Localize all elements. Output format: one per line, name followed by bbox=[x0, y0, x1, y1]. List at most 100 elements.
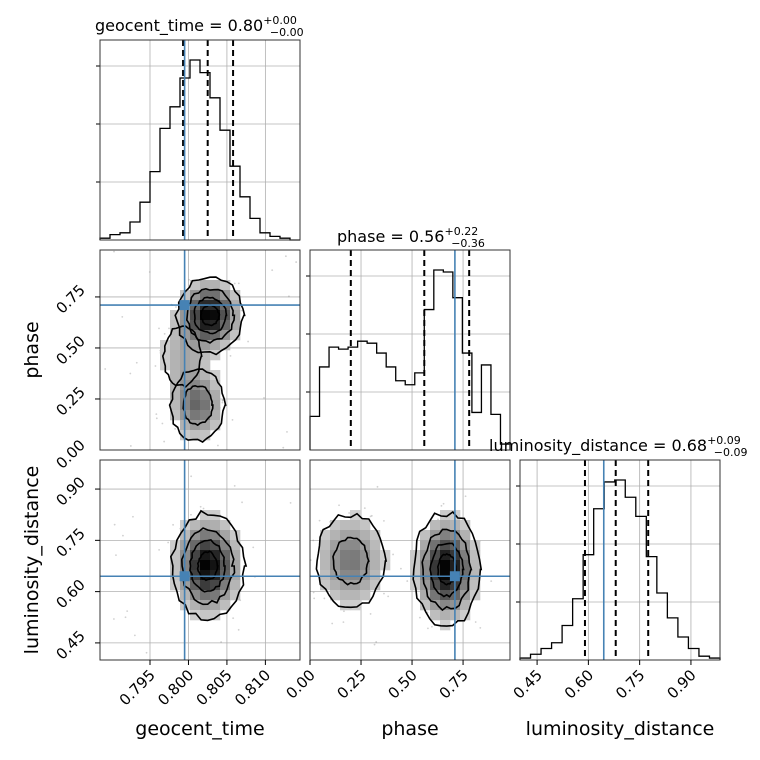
density-cell bbox=[360, 580, 371, 591]
xlabel-luminosity-distance: luminosity_distance bbox=[526, 718, 715, 740]
density-cell bbox=[170, 570, 181, 581]
xlabel-phase: phase bbox=[381, 718, 438, 740]
sample-point bbox=[400, 567, 402, 570]
sample-point bbox=[233, 282, 236, 285]
density-cell bbox=[440, 620, 451, 631]
density-cell bbox=[210, 370, 221, 381]
density-cell bbox=[350, 540, 361, 551]
contour-line bbox=[193, 296, 228, 335]
density-cell bbox=[330, 520, 341, 531]
y-tick-label: 0.25 bbox=[52, 383, 88, 419]
sample-point bbox=[284, 255, 287, 258]
density-cell bbox=[230, 590, 241, 601]
density-cell bbox=[210, 340, 221, 351]
density-cell bbox=[170, 390, 181, 401]
density-cell bbox=[210, 290, 221, 301]
density-cell bbox=[190, 520, 201, 531]
density-cell bbox=[200, 390, 211, 401]
density-geocent-time-vs-luminosity-distance bbox=[100, 460, 300, 660]
density-cell bbox=[460, 550, 471, 561]
density-cell bbox=[170, 340, 181, 351]
density-cell bbox=[340, 590, 351, 601]
density-cell bbox=[440, 600, 451, 611]
sample-point bbox=[338, 504, 340, 507]
density-cell bbox=[200, 580, 211, 591]
sample-point bbox=[133, 634, 136, 637]
density-cell bbox=[190, 360, 201, 371]
sample-point bbox=[348, 512, 351, 514]
axes-frames bbox=[99, 39, 721, 661]
density-cell bbox=[440, 580, 451, 591]
density-cell bbox=[230, 560, 241, 571]
density-cell bbox=[170, 550, 181, 561]
sample-point bbox=[163, 440, 166, 443]
density-cell bbox=[330, 590, 341, 601]
sample-point bbox=[113, 250, 115, 253]
density-cell bbox=[360, 520, 371, 531]
density-cell bbox=[420, 540, 431, 551]
density-cell bbox=[350, 560, 361, 571]
density-cell bbox=[460, 530, 471, 541]
sample-point bbox=[155, 413, 158, 416]
x-tick-label: 0.00 bbox=[282, 666, 318, 702]
sample-point bbox=[126, 610, 129, 613]
contour-line bbox=[168, 368, 227, 443]
density-cell bbox=[220, 340, 231, 351]
density-cell bbox=[190, 570, 201, 581]
density-cell bbox=[220, 540, 231, 551]
density-cell bbox=[210, 420, 221, 431]
sample-point bbox=[318, 519, 321, 522]
sample-point bbox=[363, 507, 366, 510]
density-cell bbox=[350, 570, 361, 581]
y-tick-label: 0.90 bbox=[52, 473, 88, 509]
contour-line bbox=[174, 276, 246, 356]
sample-point bbox=[342, 621, 345, 624]
density-cell bbox=[320, 550, 331, 561]
density-cell bbox=[470, 560, 481, 571]
density-cell bbox=[210, 310, 221, 321]
sample-point bbox=[233, 485, 236, 487]
density-cell bbox=[190, 370, 201, 381]
sample-point bbox=[442, 502, 445, 505]
histogram-step bbox=[99, 59, 300, 241]
sample-point bbox=[263, 396, 265, 399]
contour-line bbox=[196, 550, 219, 582]
density-cell bbox=[460, 590, 471, 601]
sample-point bbox=[124, 616, 127, 619]
sample-point bbox=[199, 505, 202, 508]
sample-point bbox=[323, 597, 326, 600]
contour-line bbox=[429, 542, 465, 598]
density-cell bbox=[200, 290, 211, 301]
density-cell bbox=[420, 570, 431, 581]
density-cell bbox=[170, 330, 181, 341]
sample-point bbox=[221, 398, 224, 401]
density-cell bbox=[420, 560, 431, 571]
density-cell bbox=[330, 580, 341, 591]
contour-line bbox=[436, 552, 457, 586]
contour-line bbox=[421, 528, 473, 612]
xlabel-geocent-time: geocent_time bbox=[135, 718, 264, 740]
density-cell bbox=[350, 590, 361, 601]
sample-point bbox=[271, 269, 274, 272]
density-cell bbox=[430, 590, 441, 601]
density-cell bbox=[230, 530, 241, 541]
density-cell bbox=[190, 410, 201, 421]
density-cell bbox=[210, 330, 221, 341]
density-cell bbox=[200, 420, 211, 431]
sample-point bbox=[174, 427, 176, 430]
sample-point bbox=[387, 595, 390, 598]
density-cell bbox=[340, 580, 351, 591]
sample-point bbox=[202, 507, 205, 510]
density-cell bbox=[360, 590, 371, 601]
density-cell bbox=[360, 550, 371, 561]
density-cell bbox=[200, 530, 211, 541]
density-cell bbox=[200, 410, 211, 421]
density-cell bbox=[190, 350, 201, 361]
density-cell bbox=[200, 400, 211, 411]
density-cell bbox=[200, 510, 211, 521]
x-tick-label: 0.90 bbox=[663, 666, 699, 702]
density-cell bbox=[200, 360, 211, 371]
sample-point bbox=[431, 625, 433, 628]
density-cell bbox=[320, 570, 331, 581]
density-cell bbox=[190, 340, 201, 351]
